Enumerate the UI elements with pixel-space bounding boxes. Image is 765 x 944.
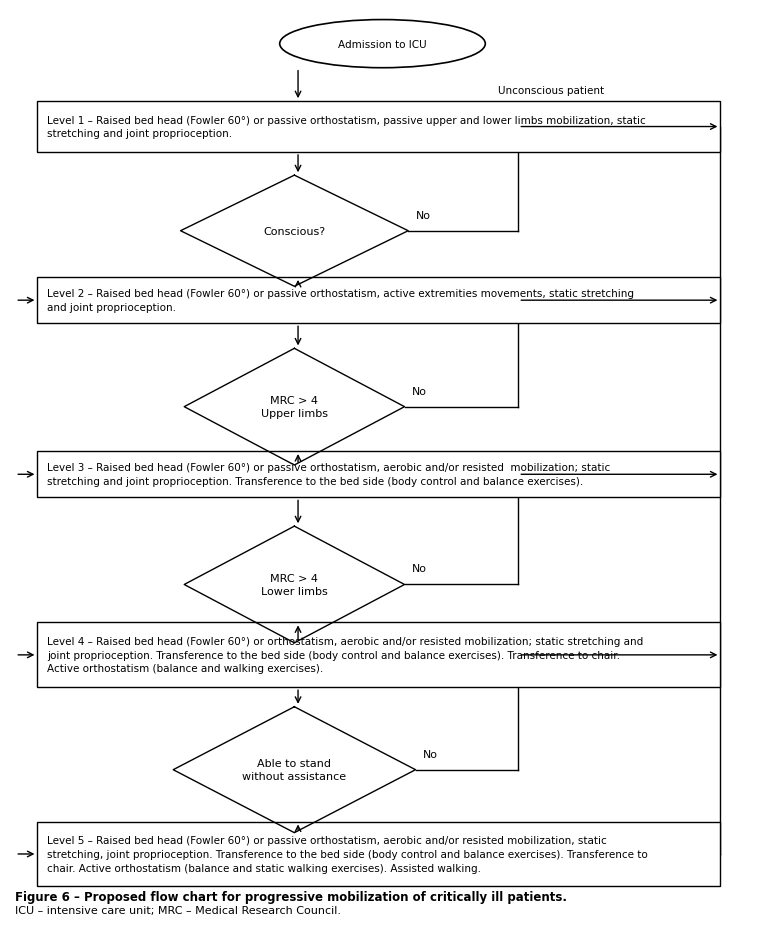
Polygon shape (173, 707, 415, 833)
Text: Level 2 – Raised bed head (Fowler 60°) or passive orthostatism, active extremiti: Level 2 – Raised bed head (Fowler 60°) o… (47, 289, 634, 312)
Text: No: No (412, 564, 427, 574)
FancyBboxPatch shape (37, 821, 721, 886)
Text: Conscious?: Conscious? (263, 227, 325, 236)
Text: Able to stand
without assistance: Able to stand without assistance (243, 758, 347, 782)
Text: No: No (412, 386, 427, 396)
Polygon shape (184, 527, 405, 643)
Ellipse shape (280, 21, 485, 69)
Text: Level 4 – Raised bed head (Fowler 60°) or orthostatism, aerobic and/or resisted : Level 4 – Raised bed head (Fowler 60°) o… (47, 636, 643, 674)
FancyBboxPatch shape (37, 623, 721, 687)
Text: No: No (415, 211, 431, 220)
FancyBboxPatch shape (37, 451, 721, 497)
Text: No: No (423, 749, 438, 759)
Text: Unconscious patient: Unconscious patient (498, 86, 604, 96)
Text: ICU – intensive care unit; MRC – Medical Research Council.: ICU – intensive care unit; MRC – Medical… (15, 905, 341, 916)
FancyBboxPatch shape (37, 102, 721, 153)
Text: Level 5 – Raised bed head (Fowler 60°) or passive orthostatism, aerobic and/or r: Level 5 – Raised bed head (Fowler 60°) o… (47, 835, 648, 872)
Text: Level 3 – Raised bed head (Fowler 60°) or passive orthostatism, aerobic and/or r: Level 3 – Raised bed head (Fowler 60°) o… (47, 463, 610, 486)
Polygon shape (181, 176, 409, 287)
FancyBboxPatch shape (37, 278, 721, 324)
Polygon shape (184, 349, 405, 465)
Text: MRC > 4
Upper limbs: MRC > 4 Upper limbs (261, 396, 328, 419)
Text: MRC > 4
Lower limbs: MRC > 4 Lower limbs (261, 573, 327, 597)
Text: Admission to ICU: Admission to ICU (338, 40, 427, 50)
Text: Figure 6 – Proposed flow chart for progressive mobilization of critically ill pa: Figure 6 – Proposed flow chart for progr… (15, 890, 568, 903)
Text: Level 1 – Raised bed head (Fowler 60°) or passive orthostatism, passive upper an: Level 1 – Raised bed head (Fowler 60°) o… (47, 115, 646, 139)
